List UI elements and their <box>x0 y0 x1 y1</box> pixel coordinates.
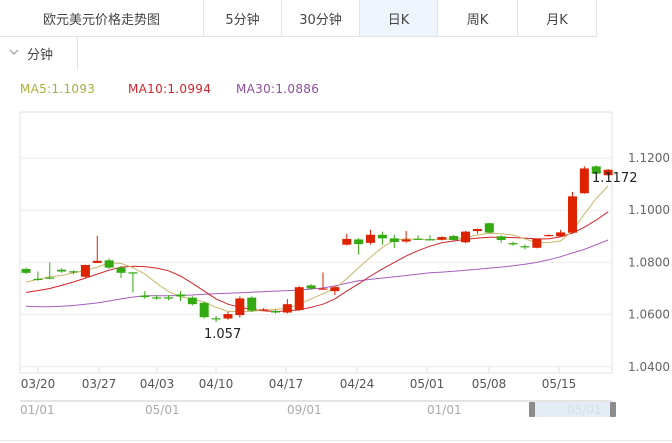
candles <box>21 165 613 322</box>
candle <box>116 267 126 273</box>
candle <box>69 271 79 273</box>
candle <box>140 295 150 298</box>
candle <box>496 236 506 240</box>
min-price-label: 1.057 <box>204 327 241 342</box>
candle <box>449 236 459 240</box>
candle <box>294 287 304 310</box>
candle <box>342 238 352 245</box>
candle <box>152 297 162 299</box>
navigator-left-handle[interactable] <box>529 402 535 417</box>
x-tick-label: 04/10 <box>199 377 234 391</box>
candle <box>591 166 601 174</box>
x-tick-label: 03/27 <box>82 377 117 391</box>
candle <box>401 239 411 242</box>
candle <box>437 237 447 240</box>
candle <box>484 223 494 233</box>
candle <box>80 265 90 277</box>
candle <box>235 298 245 316</box>
candle <box>520 246 530 248</box>
candle <box>366 234 376 243</box>
candle <box>57 269 67 272</box>
max-price-label: 1.1172 <box>592 171 638 186</box>
y-tick-label: 1.0600 <box>628 308 670 322</box>
candle <box>187 297 197 305</box>
period-tabbar: 欧元美元价格走势图 5分钟 30分钟 日K 周K 月K <box>0 0 597 37</box>
ma5-indicator: MA5:1.1093 <box>20 82 96 96</box>
candle <box>472 228 482 232</box>
chevron-down-icon <box>9 48 19 59</box>
x-tick-label: 04/24 <box>340 377 375 391</box>
candle <box>567 196 577 233</box>
navigator-label: 01/01 <box>427 403 462 417</box>
bottom-divider <box>0 440 672 441</box>
x-tick-label: 03/20 <box>21 377 56 391</box>
candle <box>377 234 387 239</box>
candle <box>389 238 399 243</box>
tab-30min[interactable]: 30分钟 <box>282 0 360 36</box>
candle <box>413 238 423 240</box>
navigator-selection[interactable] <box>533 402 613 417</box>
candle <box>603 169 613 176</box>
candle <box>556 232 566 237</box>
tab-monthly-k[interactable]: 月K <box>546 12 568 28</box>
x-tick-label: 05/15 <box>542 377 577 391</box>
navigator-right-handle[interactable] <box>610 402 616 417</box>
x-tick-label: 05/01 <box>410 377 445 391</box>
candle <box>164 297 174 299</box>
candle <box>259 309 269 311</box>
x-axis: 03/20 03/27 04/03 04/10 04/17 04/24 05/01 05/08… <box>21 367 577 391</box>
candle <box>175 294 185 297</box>
candle <box>579 168 589 194</box>
candle <box>544 234 554 237</box>
candle <box>461 231 471 243</box>
candle <box>45 277 55 279</box>
y-tick-label: 1.1000 <box>628 203 670 217</box>
candle <box>128 272 138 274</box>
dropdown-label: 分钟 <box>27 48 54 63</box>
chart-grid <box>19 111 613 374</box>
x-tick-label: 05/08 <box>472 377 507 391</box>
tab-5min[interactable]: 5分钟 <box>204 0 282 36</box>
ma30-indicator: MA30:1.0886 <box>236 82 320 96</box>
candle <box>223 314 233 319</box>
y-tick-label: 1.0400 <box>628 360 670 374</box>
navigator-label: 09/01 <box>287 403 322 417</box>
moving-average-lines <box>25 185 609 313</box>
y-axis: 1.1200 1.1000 1.0800 1.0600 1.0400 <box>628 151 670 374</box>
chart-title: 欧元美元价格走势图 <box>0 0 204 36</box>
candle <box>270 310 280 313</box>
candle <box>92 260 102 263</box>
tab-daily-k[interactable]: 日K <box>360 0 438 36</box>
candle <box>247 297 257 311</box>
candle <box>282 304 292 313</box>
candle <box>104 260 114 268</box>
y-tick-label: 1.1200 <box>628 151 670 165</box>
x-tick-label: 04/03 <box>140 377 175 391</box>
navigator-label: 05/01 <box>145 403 180 417</box>
candle <box>306 285 316 289</box>
candle <box>508 243 518 245</box>
candle <box>354 239 364 245</box>
candle <box>199 302 209 318</box>
navigator-label: 01/01 <box>20 403 55 417</box>
candle <box>33 278 43 281</box>
annotations: 1.057 1.1172 <box>204 171 638 342</box>
x-tick-label: 04/17 <box>269 377 304 391</box>
candle <box>330 287 340 292</box>
minute-dropdown[interactable]: 分钟 <box>0 37 78 70</box>
candle <box>211 318 221 320</box>
candle <box>425 239 435 241</box>
y-tick-label: 1.0800 <box>628 255 670 269</box>
candle <box>532 238 542 248</box>
ma10-indicator: MA10:1.0994 <box>128 82 212 96</box>
tab-weekly-k[interactable]: 周K <box>438 0 518 36</box>
candle <box>318 288 328 290</box>
candle <box>21 268 31 273</box>
